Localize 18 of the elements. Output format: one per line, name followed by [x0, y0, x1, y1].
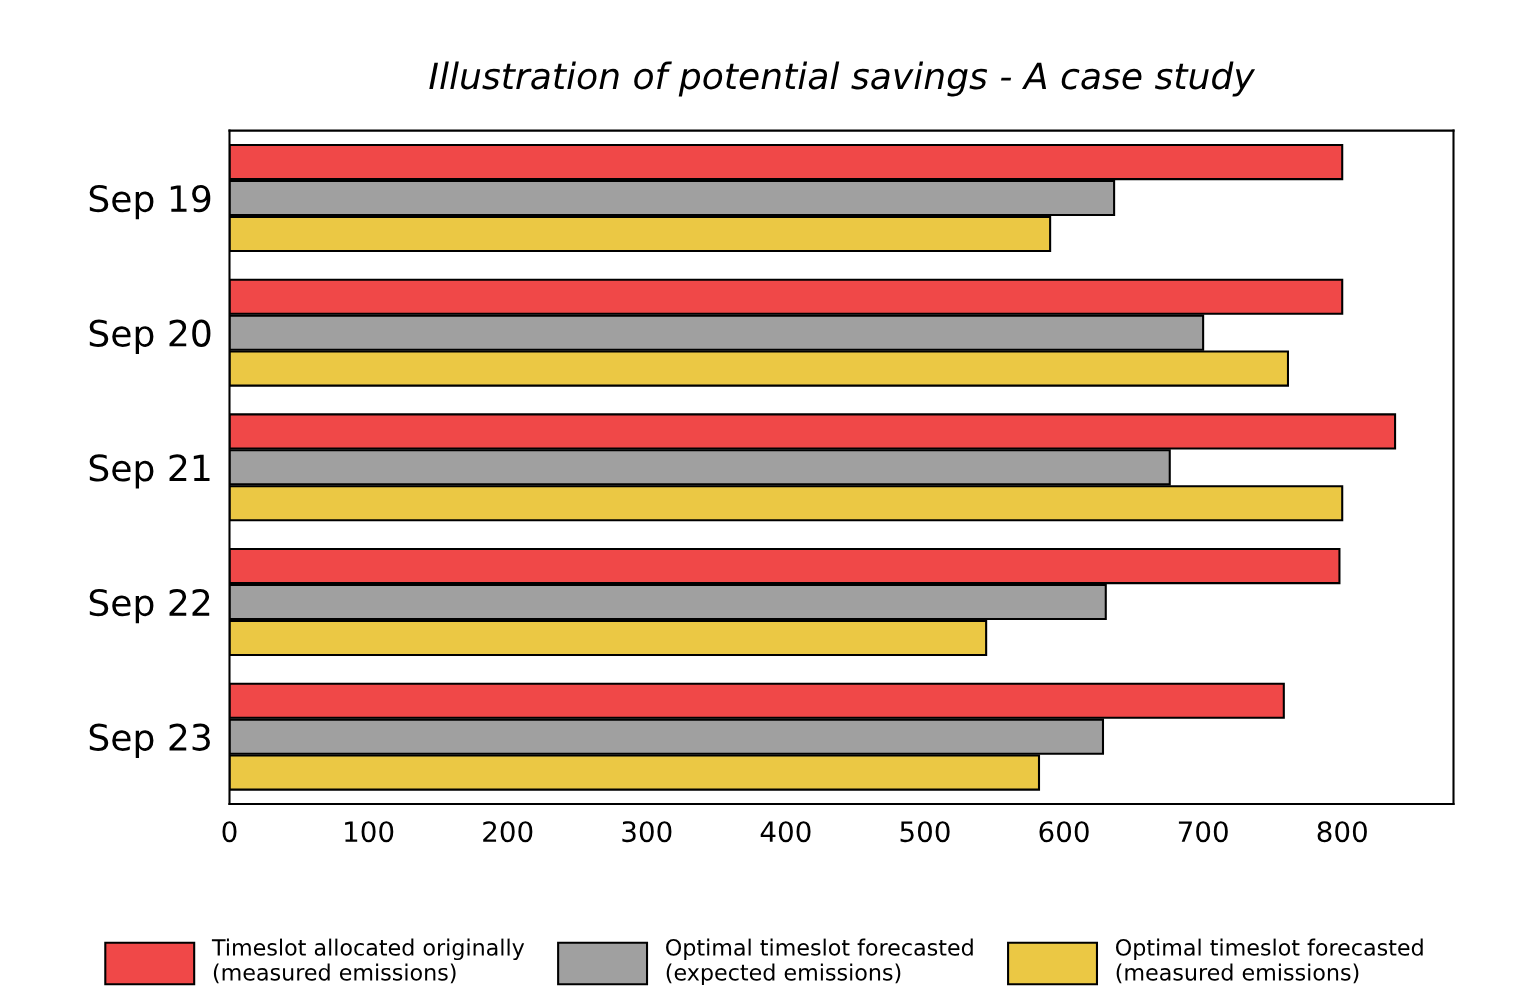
legend-label: Optimal timeslot forecasted (expected emissions) [666, 938, 973, 985]
x-tick-label: 500 [900, 821, 950, 843]
x-tick-label: 300 [622, 821, 672, 843]
x-tick-label: 600 [1039, 821, 1089, 843]
x-tick-label: 200 [483, 821, 533, 843]
legend-label: Timeslot allocated originally (measured emissions) [211, 938, 525, 984]
y-tick-label: Sep 20 [89, 319, 211, 354]
y-tick-label: Sep 23 [89, 723, 210, 758]
x-tick-label: 100 [345, 821, 394, 843]
x-tick-label: 0 [222, 821, 237, 843]
x-tick-label: 800 [1317, 821, 1367, 843]
legend-label: Optimal timeslot forecasted (measured emissions) [1116, 938, 1423, 984]
x-tick-label: 400 [760, 821, 811, 843]
chart-title: Illustration of potential savings - A case study [429, 61, 1256, 97]
x-tick-label: 700 [1178, 821, 1228, 843]
y-tick-label: Sep 19 [89, 184, 211, 220]
y-tick-label: Sep 21 [89, 454, 210, 489]
y-tick-label: Sep 22 [89, 588, 210, 624]
